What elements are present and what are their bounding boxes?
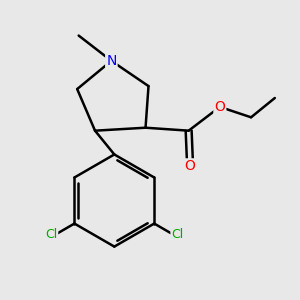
Text: N: N [106,54,116,68]
Text: O: O [214,100,225,114]
Text: Cl: Cl [171,228,184,241]
Text: O: O [185,159,196,173]
Text: Cl: Cl [45,228,57,241]
